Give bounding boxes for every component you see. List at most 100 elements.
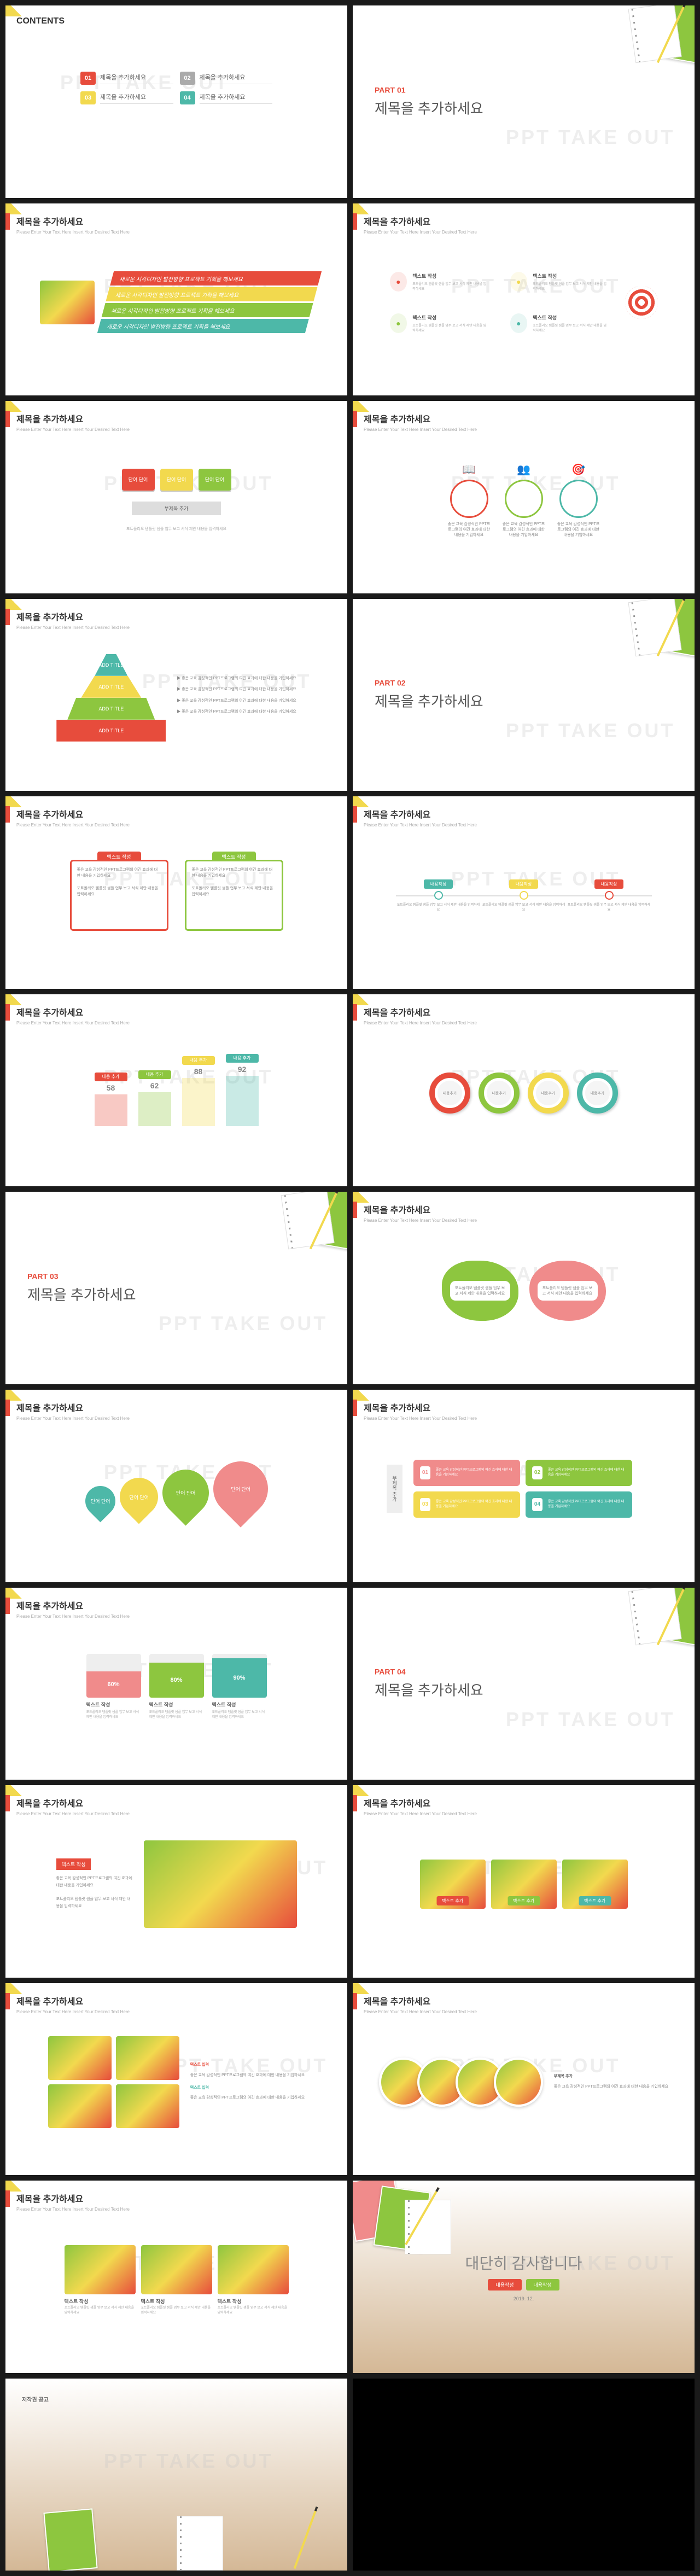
card-label: 텍스트 작성 (65, 2298, 136, 2305)
timeline-dot (435, 892, 442, 899)
slide-end (353, 2379, 695, 2571)
pyramid-chart: ADD TITLEADD TITLEADD TITLEADD TITLE (56, 654, 166, 742)
photo-cards: 텍스트 작성 포트폴리오 템플릿 샘플 업무 보고 서식 제안 내용을 입력하세… (65, 2245, 289, 2315)
board-panel: 텍스트 작성 좋은 교육 감성적인 PPT프로그램의 여긴 효과에 대한 내용을… (185, 860, 283, 931)
pin-label: 단어 단어 (176, 1489, 195, 1496)
title-accent-bar (5, 1004, 10, 1021)
photo-thumb (116, 2036, 179, 2080)
numbered-item: 01 좋은 교육 감성적인 PPT프로그램의 여긴 효과에 대한 내용을 기입하… (413, 1460, 520, 1486)
slide-title: 제목을 추가하세요 (16, 2192, 336, 2205)
percent-fill: 60% (86, 1671, 141, 1698)
slide-copyright: PPT TAKE OUT 저작권 공고 (5, 2379, 347, 2571)
slide-subtitle: Please Enter Your Text Here Insert Your … (364, 823, 684, 827)
slide-bars: 제목을 추가하세요 Please Enter Your Text Here In… (5, 994, 347, 1187)
slide-subtitle: Please Enter Your Text Here Insert Your … (364, 2009, 684, 2014)
slide-circles-3d: 제목을 추가하세요 Please Enter Your Text Here In… (353, 994, 695, 1187)
contents-item: 01 제목을 추가하세요 (80, 72, 173, 85)
slide-part-divider: PPT TAKE OUT PART 04 제목을 추가하세요 (353, 1588, 695, 1780)
timeline-text: 포트폴리오 템플릿 샘플 업무 보고 서식 제안 내용을 입력하세요 (396, 902, 481, 912)
title-accent-bar (5, 1400, 10, 1416)
percent-label: 텍스트 작성 (86, 1701, 141, 1708)
slide-subtitle: Please Enter Your Text Here Insert Your … (16, 230, 336, 235)
pin-marker: 단어 단어 (112, 1470, 166, 1524)
board-panel: 텍스트 작성 좋은 교육 감성적인 PPT프로그램의 여긴 효과에 대한 내용을… (70, 860, 168, 931)
slide-title: 제목을 추가하세요 (364, 1994, 684, 2007)
title-accent-bar (353, 213, 357, 230)
slide-title: 제목을 추가하세요 (16, 610, 336, 623)
slide-title: 제목을 추가하세요 (16, 1796, 336, 1809)
target-label: 텍스트 작성 (533, 272, 608, 279)
timeline-dot (521, 892, 527, 899)
percent-bar: 90% (212, 1654, 267, 1698)
timeline-tab: 내용작성 (594, 879, 623, 889)
bar-item: 내용 추가 88 (182, 1056, 215, 1126)
circle-glyph: 🎯 (571, 463, 585, 476)
numbered-badge: 02 (532, 1466, 542, 1479)
target-label: 텍스트 작성 (412, 314, 488, 321)
percent-item: 60% 텍스트 작성 포트폴리오 템플릿 샘플 업무 보고 서식 제안 내용을 … (86, 1654, 141, 1719)
title-accent-bar (353, 1004, 357, 1021)
circles-3d-row: 내용추가 내용추가 내용추가 내용추가 (429, 1073, 618, 1114)
part-title: 제목을 추가하세요 (375, 691, 483, 711)
slide-contents: CONTENTS PPT TAKE OUT 01 제목을 추가하세요 02 제목… (5, 5, 347, 198)
photo-thumb (48, 2036, 112, 2080)
overlap-photos (379, 2058, 543, 2107)
target-item: ● 텍스트 작성 포트폴리오 템플릿 샘플 업무 보고 서식 제안 내용을 입력… (510, 272, 609, 292)
slide-subtitle: Please Enter Your Text Here Insert Your … (16, 823, 336, 827)
circle-photo (494, 2058, 543, 2107)
timeline-dot (606, 892, 612, 899)
pin-label: 단어 단어 (90, 1497, 110, 1505)
slide-title: 제목을 추가하세요 (364, 807, 684, 820)
card-desc: 포트폴리오 템플릿 샘플 업무 보고 서식 제안 내용을 입력하세요 (141, 2305, 212, 2315)
contents-label: 제목을 추가하세요 (200, 92, 273, 104)
circle-item: 📖 좋은 교육 감성적인 PPT프로그램의 여긴 효과에 대한 내용을 기입하세… (447, 463, 491, 538)
pin-marker: 단어 단어 (202, 1450, 279, 1527)
numbered-text: 좋은 교육 감성적인 PPT프로그램의 여긴 효과에 대한 내용을 기입하세요 (436, 1468, 514, 1478)
percent-item: 80% 텍스트 작성 포트폴리오 템플릿 샘플 업무 보고 서식 제안 내용을 … (149, 1654, 204, 1719)
slide-thanks: PPT TAKE OUT 대단히 감사합니다 내용작성내용작성 2019. 12… (353, 2181, 695, 2373)
main-photo (144, 1840, 297, 1928)
title-accent-bar (5, 806, 10, 823)
target-desc: 포트폴리오 템플릿 샘플 업무 보고 서식 제안 내용을 입력하세요 (412, 323, 488, 333)
bar-item: 내용 추가 92 (226, 1054, 259, 1126)
title-accent-bar (5, 1993, 10, 2009)
button-3d: 단어 단어 (122, 469, 155, 491)
circle-3d-inner: 내용추가 (585, 1081, 610, 1105)
part-title: 제목을 추가하세요 (375, 97, 483, 118)
slide-title: 제목을 추가하세요 (16, 214, 336, 228)
slide-title: 제목을 추가하세요 (364, 412, 684, 425)
bar-item: 내용 추가 62 (138, 1070, 171, 1126)
slide-title: 제목을 추가하세요 (16, 807, 336, 820)
slide-subtitle: Please Enter Your Text Here Insert Your … (16, 2009, 336, 2014)
slide-title: 제목을 추가하세요 (364, 214, 684, 228)
circle-3d-inner: 내용추가 (536, 1081, 561, 1105)
photo-tag: 텍스트 추가 (579, 1896, 611, 1905)
contents-item: 04 제목을 추가하세요 (180, 91, 273, 104)
photo-card: 텍스트 작성 포트폴리오 템플릿 샘플 업무 보고 서식 제안 내용을 입력하세… (65, 2245, 136, 2315)
circle-caption: 좋은 교육 감성적인 PPT프로그램의 여긴 효과에 대한 내용을 기입하세요 (447, 521, 491, 538)
slide-subtitle: Please Enter Your Text Here Insert Your … (16, 2207, 336, 2212)
part-label: PART 02 (375, 679, 483, 687)
photo-item: 텍스트 추가 (420, 1860, 486, 1909)
board-tab: 텍스트 작성 (97, 852, 141, 861)
input-label: 텍스트 입력 (190, 2085, 305, 2092)
watermark: PPT TAKE OUT (506, 719, 675, 742)
numbered-text: 좋은 교육 감성적인 PPT프로그램의 여긴 효과에 대한 내용을 기입하세요 (548, 1500, 626, 1510)
circle-3d-inner: 내용추가 (487, 1081, 511, 1105)
slide-subtitle: Please Enter Your Text Here Insert Your … (16, 1021, 336, 1025)
slide-title: 제목을 추가하세요 (364, 1796, 684, 1809)
contents-list: 01 제목을 추가하세요 02 제목을 추가하세요 03 제목을 추가하세요 0… (80, 72, 272, 104)
pyramid-layer: ADD TITLE (95, 654, 127, 676)
percent-desc: 포트폴리오 템플릿 샘플 업무 보고 서식 제안 내용을 입력하세요 (212, 1709, 267, 1719)
stationery-corner-tr (276, 1192, 347, 1263)
photo-item: 텍스트 추가 (491, 1860, 557, 1909)
part-label: PART 03 (27, 1272, 136, 1281)
circle-item: 🎯 좋은 교육 감성적인 PPT프로그램의 여긴 효과에 대한 내용을 기입하세… (557, 463, 600, 538)
slide-title: 제목을 추가하세요 (16, 1401, 336, 1414)
caption: 포트폴리오 템플릿 샘플 업무 보고 서식 제안 내용을 입력하세요 (126, 526, 226, 532)
bar-item: 내용 추가 58 (95, 1073, 127, 1126)
slide-title: 제목을 추가하세요 (16, 1599, 336, 1612)
numbered-text: 좋은 교육 감성적인 PPT프로그램의 여긴 효과에 대한 내용을 기입하세요 (436, 1500, 514, 1510)
numbered-grid: 01 좋은 교육 감성적인 PPT프로그램의 여긴 효과에 대한 내용을 기입하… (413, 1460, 632, 1518)
watermark: PPT TAKE OUT (506, 1708, 675, 1731)
